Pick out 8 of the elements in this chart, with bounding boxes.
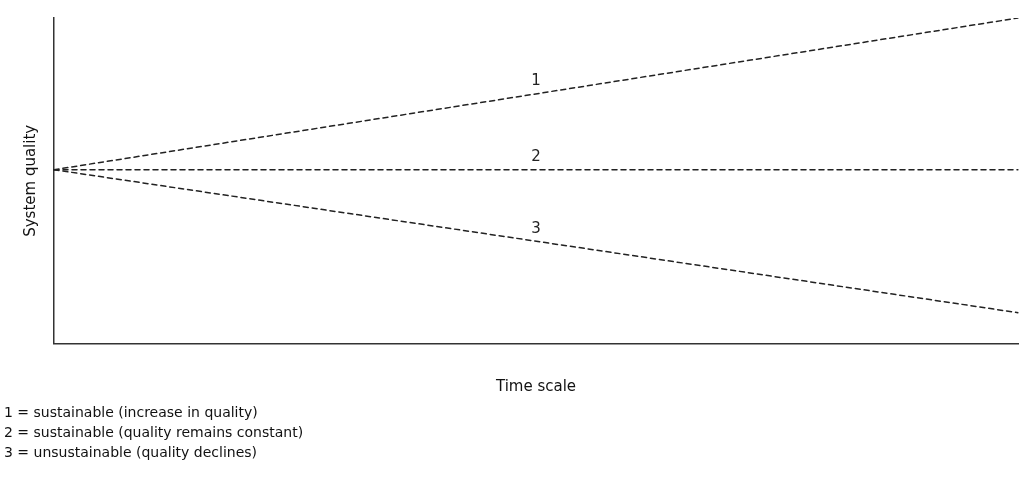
text: 3 = unsustainable (quality declines) xyxy=(4,443,259,462)
y-axis-title: System quality xyxy=(20,124,39,237)
series-label: 1 xyxy=(531,71,541,90)
series-label: 3 xyxy=(531,218,541,237)
x-axis-title: Time scale xyxy=(494,376,577,395)
text: 1 = sustainable (increase in quality) xyxy=(4,403,259,422)
text: 2 = sustainable (quality remains constant) xyxy=(4,423,305,442)
series-label: 2 xyxy=(531,147,541,166)
